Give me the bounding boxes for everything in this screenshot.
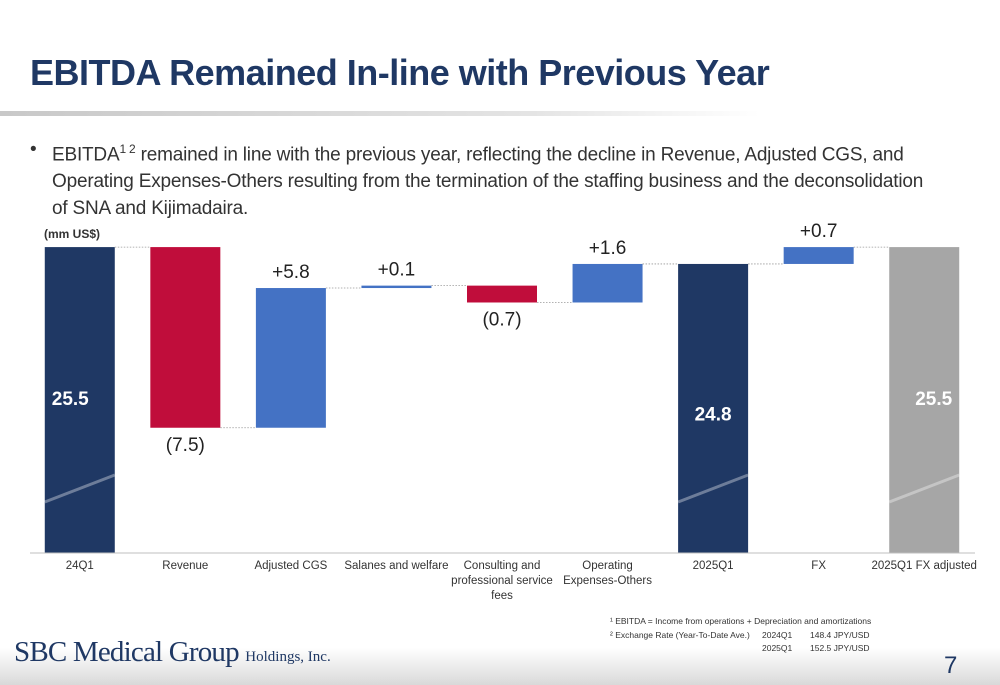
rate-period: 2024Q1 [762, 630, 793, 640]
title-rule [0, 111, 760, 116]
footnote: ¹ EBITDA = Income from operations + Depr… [610, 616, 872, 626]
rate-value: 148.4 JPY/USD [810, 630, 870, 640]
rate-value: 152.5 JPY/USD [810, 643, 870, 653]
axis-break [44, 473, 116, 504]
x-tick-label: 24Q1 [65, 560, 94, 572]
bar [150, 247, 221, 428]
rate-period: 2025Q1 [762, 643, 793, 653]
bar [889, 247, 960, 553]
value-label: 24.8 [695, 404, 732, 425]
x-tick-label: 2025Q1 [692, 560, 734, 572]
axis-break [677, 473, 749, 504]
unit-label: (mm US$) [44, 227, 101, 241]
value-label: +0.1 [378, 260, 416, 281]
x-tick-label: Consulting and professional service fees [451, 560, 553, 602]
value-label: +0.7 [800, 221, 838, 242]
value-label: 25.5 [52, 389, 89, 410]
axis-break [888, 473, 960, 504]
value-label: 25.5 [915, 389, 952, 410]
bar [255, 288, 326, 428]
value-label: (0.7) [482, 310, 521, 331]
bar [572, 263, 643, 303]
bar [783, 247, 854, 264]
slide-title: EBITDA Remained In-line with Previous Ye… [30, 52, 770, 93]
footer-band [0, 648, 1000, 685]
bar [361, 285, 432, 289]
bullet: • EBITDA1 2 remained in line with the pre… [30, 139, 924, 220]
value-label: (7.5) [166, 435, 205, 456]
x-tick-label: Operating Expenses-Others [563, 560, 652, 587]
x-tick-label: Revenue [162, 560, 209, 572]
page-number: 7 [944, 652, 958, 679]
bullet-text: remained in line with the previous year,… [52, 144, 924, 220]
bar [44, 247, 115, 553]
bullet-sup: 1 2 [119, 142, 136, 156]
x-tick-label: Salanes and welfare [344, 560, 449, 572]
logo: SBC Medical Group Holdings, Inc. [14, 636, 331, 669]
x-tick-label: FX [811, 560, 826, 572]
bar [467, 285, 537, 303]
value-label: +5.8 [272, 262, 310, 283]
value-label: +1.6 [589, 238, 627, 259]
company: SBC Medical Group [14, 636, 240, 668]
company-suffix: Holdings, Inc. [245, 649, 331, 665]
bar [678, 263, 749, 553]
bullet-lead: EBITDA [52, 144, 120, 166]
footnote: ² Exchange Rate (Year-To-Date Ave.) [610, 630, 750, 640]
x-tick-label: 2025Q1 FX adjusted [871, 560, 977, 572]
x-tick-label: Adjusted CGS [254, 560, 328, 572]
